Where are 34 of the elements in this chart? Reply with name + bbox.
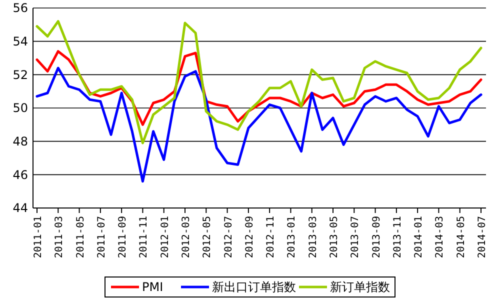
x-tick-label: 2012-07 [223, 216, 234, 258]
x-tick-label: 2013-01 [286, 216, 298, 258]
x-tick-label: 2013-11 [392, 216, 404, 258]
x-tick-label: 2012-05 [202, 216, 214, 258]
x-tick-label: 2011-01 [33, 216, 44, 258]
x-tick-label: 2011-03 [54, 216, 66, 258]
x-tick-label: 2012-01 [160, 216, 171, 258]
legend-label: 新出口订单指数 [212, 280, 296, 294]
y-tick-label: 52 [12, 68, 28, 82]
y-tick-label: 54 [12, 34, 28, 49]
x-tick-label: 2013-09 [371, 216, 382, 258]
x-tick-label: 2013-05 [329, 216, 340, 258]
x-tick-label: 2011-07 [96, 216, 108, 258]
line-series [36, 20, 482, 144]
y-tick-label: 44 [12, 201, 28, 216]
line-series [36, 66, 482, 183]
x-tick-label: 2012-11 [266, 216, 277, 258]
x-tick-label: 2014-05 [456, 216, 467, 258]
x-tick-label: 2011-09 [118, 216, 129, 258]
x-tick-label: 2014-03 [434, 216, 446, 258]
x-tick-label: 2013-07 [350, 216, 362, 258]
y-tick-label: 56 [12, 1, 28, 16]
x-tick-label: 2011-11 [138, 216, 150, 258]
x-tick-label: 2011-05 [75, 216, 86, 258]
legend-label: 新订单指数 [330, 280, 390, 294]
x-tick-label: 2012-03 [181, 216, 192, 258]
x-tick-label: 2013-03 [308, 216, 319, 258]
x-tick-label: 2014-01 [414, 216, 425, 258]
x-tick-label: 2014-07 [477, 216, 488, 258]
x-tick-label: 2012-09 [244, 216, 256, 258]
y-tick-label: 46 [12, 168, 28, 182]
y-tick-label: 48 [12, 134, 28, 149]
y-tick-label: 50 [12, 101, 28, 116]
legend-label: PMI [142, 280, 164, 294]
